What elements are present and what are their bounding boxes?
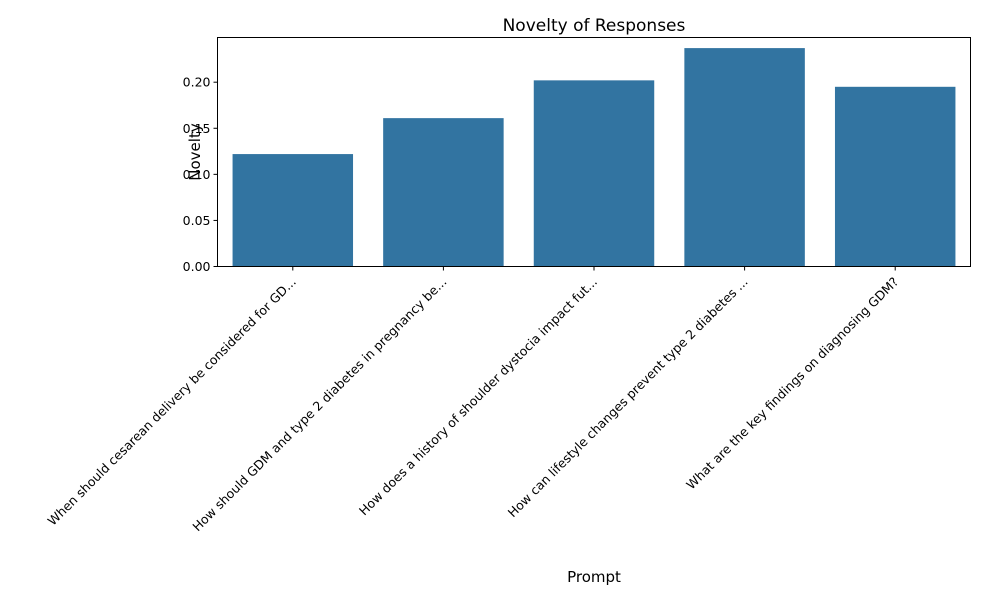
y-axis: 0.00 0.05 0.10 0.15 0.20: [183, 75, 218, 274]
bars-group: [232, 48, 956, 267]
chart-title: Novelty of Responses: [503, 16, 686, 36]
y-tick-label-5: 0.20: [183, 75, 211, 90]
bar-4: [684, 48, 805, 267]
x-axis: When should cesarean delivery be conside…: [45, 266, 901, 534]
x-tick-label-4: How can lifestyle changes prevent type 2…: [505, 274, 751, 520]
x-tick-label-3: How does a history of shoulder dystocia …: [356, 274, 600, 518]
y-tick-label-1: 0.00: [183, 259, 211, 274]
x-axis-label: Prompt: [567, 568, 621, 586]
bar-1: [232, 154, 354, 267]
y-tick-label-4: 0.15: [183, 121, 211, 136]
y-tick-label-2: 0.05: [183, 213, 211, 228]
y-axis-label: Novelty: [186, 123, 204, 181]
x-tick-label-1: When should cesarean delivery be conside…: [45, 274, 299, 528]
x-tick-label-2: How should GDM and type 2 diabetes in pr…: [189, 274, 449, 534]
bar-3: [533, 80, 655, 267]
bar-2: [383, 118, 504, 267]
bar-5: [834, 86, 956, 267]
y-tick-label-3: 0.10: [183, 167, 211, 182]
plot-frame: [217, 37, 971, 267]
